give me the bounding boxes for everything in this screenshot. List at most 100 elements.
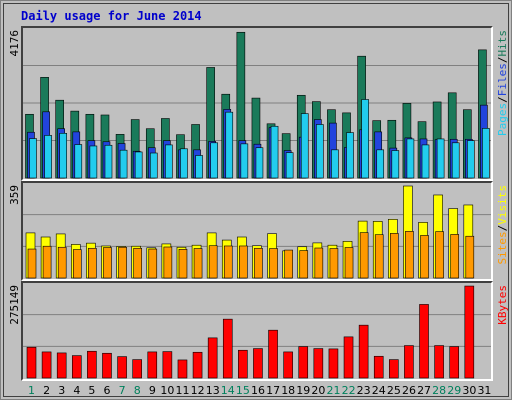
bar-kbytes-day-20 [313,348,324,379]
bar-sites-day-3 [57,246,67,279]
bar-sites-day-23 [359,232,369,279]
day-label-1: 1 [28,384,35,397]
bar-pages-day-30 [467,140,475,179]
bar-pages-day-22 [346,132,354,179]
bar-kbytes-day-16 [253,348,263,379]
bar-kbytes-day-9 [147,351,158,379]
bar-pages-day-5 [89,145,98,179]
bar-sites-day-19 [299,250,309,279]
chart-title: Daily usage for June 2014 [21,9,202,23]
legend-item-hits: Hits [496,30,509,57]
bar-kbytes-day-27 [419,304,429,379]
bar-sites-day-22 [344,247,354,279]
bar-kbytes-day-30 [464,285,475,379]
bar-kbytes-day-26 [404,345,414,379]
bar-sites-day-11 [178,248,188,279]
bar-kbytes-day-11 [177,359,188,379]
bar-pages-day-27 [421,144,430,179]
bar-pages-day-25 [391,150,400,179]
bar-pages-day-10 [165,144,173,179]
bar-pages-day-13 [210,142,218,179]
bar-kbytes-day-29 [449,346,460,379]
bar-kbytes-day-2 [41,351,52,379]
day-label-26: 26 [402,384,416,397]
bar-sites-day-17 [269,248,278,279]
bar-sites-day-4 [72,249,82,279]
day-label-18: 18 [281,384,295,397]
bar-sites-day-16 [254,247,263,279]
bar-pages-day-20 [316,124,324,179]
day-label-20: 20 [311,384,325,397]
bar-pages-day-14 [225,111,234,179]
chart-inner-border [3,3,509,397]
bar-sites-day-25 [390,233,399,279]
bar-sites-day-24 [374,234,384,279]
day-label-2: 2 [43,384,50,397]
legend-visits-sites: Sites/Visits [496,185,509,265]
bar-pages-day-7 [119,149,128,179]
bar-sites-day-30 [465,235,475,279]
legend-item-kbytes: KBytes [496,285,509,325]
day-label-24: 24 [372,384,386,397]
day-label-3: 3 [58,384,65,397]
day-label-31: 31 [477,384,491,397]
bar-sites-day-18 [284,249,293,279]
bar-pages-day-6 [104,144,113,179]
bar-sites-day-1 [27,248,37,279]
bar-kbytes-day-25 [389,359,399,379]
max-label-kbytes: 275149 [8,285,21,325]
bar-pages-day-12 [195,155,203,179]
day-label-8: 8 [134,384,141,397]
bar-kbytes-day-6 [102,352,112,379]
day-label-21: 21 [326,384,340,397]
bar-pages-day-23 [361,99,369,179]
bar-pages-day-26 [406,138,415,179]
day-label-4: 4 [73,384,80,397]
bar-kbytes-day-8 [132,359,142,379]
legend-item-pages: Pages [496,103,509,136]
bar-sites-day-13 [208,245,218,279]
max-label-hits-files-pages: 4176 [8,30,21,57]
bar-sites-day-10 [163,246,173,279]
day-label-19: 19 [296,384,310,397]
bar-sites-day-20 [314,247,324,279]
bar-sites-day-2 [42,245,52,279]
day-label-25: 25 [387,384,401,397]
bar-kbytes-day-12 [192,351,203,379]
bar-sites-day-5 [88,247,97,279]
bar-kbytes-day-17 [268,329,278,379]
day-label-14: 14 [221,384,235,397]
bar-kbytes-day-4 [71,355,82,379]
bar-pages-day-29 [451,142,460,179]
day-label-17: 17 [266,384,280,397]
bar-kbytes-day-1 [26,346,37,379]
day-label-23: 23 [357,384,371,397]
bar-kbytes-day-10 [162,351,173,379]
bar-kbytes-day-21 [328,348,339,379]
legend-kbytes: KBytes [496,285,509,325]
day-label-9: 9 [149,384,156,397]
day-label-29: 29 [447,384,461,397]
bar-kbytes-day-15 [238,349,248,379]
bar-sites-day-9 [148,248,158,279]
day-label-12: 12 [191,384,205,397]
legend-item-sites: Sites [496,231,509,264]
day-label-28: 28 [432,384,446,397]
bar-kbytes-day-13 [207,337,218,379]
bar-kbytes-day-3 [56,352,67,379]
bar-kbytes-day-18 [283,351,293,379]
bar-sites-day-21 [329,248,339,279]
bar-pages-day-1 [29,138,37,179]
bar-pages-day-16 [255,147,264,179]
bar-kbytes-day-23 [358,324,369,379]
day-label-6: 6 [104,384,111,397]
bar-sites-day-28 [435,231,444,279]
day-label-13: 13 [206,384,220,397]
day-label-15: 15 [236,384,250,397]
bar-sites-day-7 [118,246,127,279]
bar-kbytes-day-5 [87,350,97,379]
day-label-10: 10 [160,384,174,397]
bar-sites-day-12 [193,248,203,279]
bar-kbytes-day-28 [434,345,444,379]
bar-pages-day-8 [134,151,143,179]
